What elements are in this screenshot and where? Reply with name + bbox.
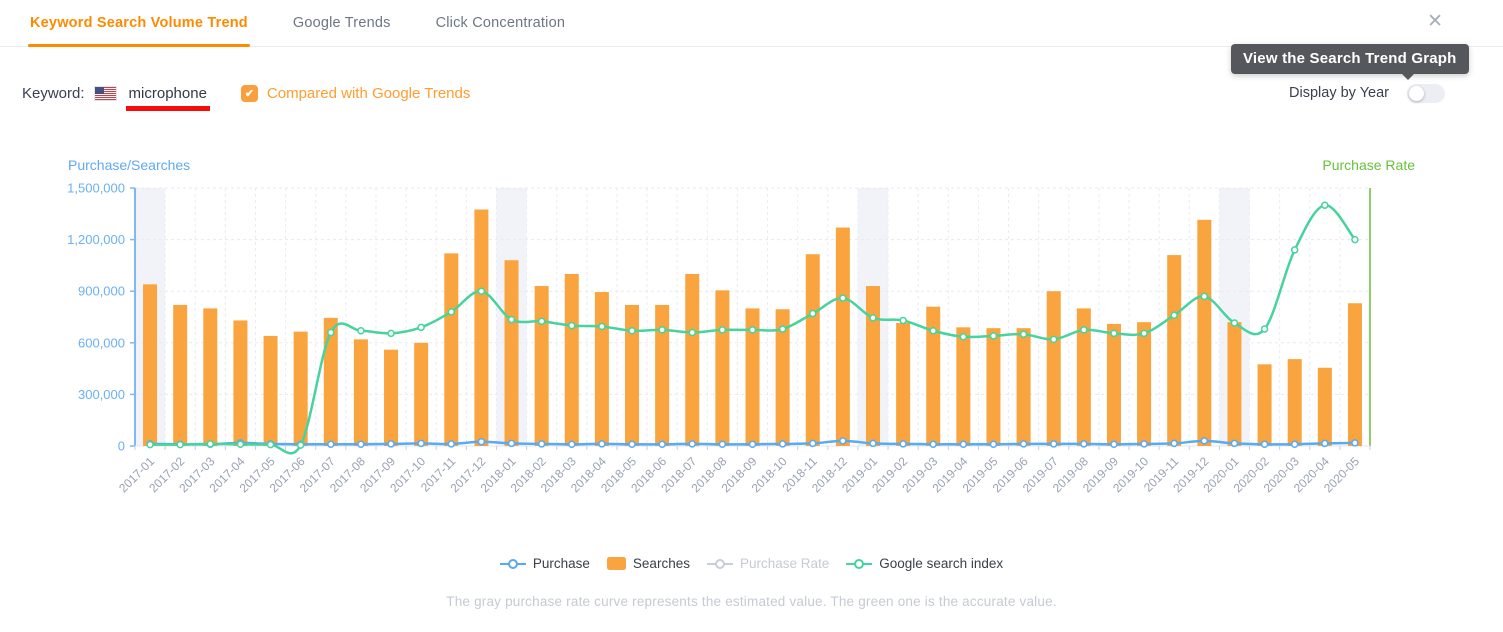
purchase-line-icon bbox=[499, 558, 526, 569]
searches-bar[interactable] bbox=[625, 304, 640, 446]
keyword-label: Keyword: bbox=[22, 84, 85, 102]
google-search-index-line-icon bbox=[846, 558, 873, 569]
compare-checkbox-label[interactable]: Compared with Google Trends bbox=[266, 84, 471, 102]
tab-bar: Keyword Search Volume Trend Google Trend… bbox=[0, 0, 1503, 47]
searches-bar[interactable] bbox=[444, 253, 459, 446]
searches-bar[interactable] bbox=[805, 254, 820, 446]
searches-bar[interactable] bbox=[1046, 291, 1061, 446]
legend-item-purchase-rate[interactable]: Purchase Rate bbox=[706, 556, 830, 571]
searches-bar[interactable] bbox=[685, 274, 700, 446]
chart-legend: Purchase Searches Purchase Rate Google s… bbox=[0, 556, 1503, 571]
tab-label: Keyword Search Volume Trend bbox=[30, 15, 248, 31]
searches-bar[interactable] bbox=[173, 304, 188, 446]
searches-bar[interactable] bbox=[655, 304, 670, 446]
searches-bar[interactable] bbox=[474, 209, 489, 447]
searches-bar[interactable] bbox=[986, 328, 1001, 446]
searches-bar[interactable] bbox=[1317, 367, 1332, 446]
display-by-year-toggle[interactable] bbox=[1407, 83, 1445, 103]
searches-bar[interactable] bbox=[323, 317, 338, 446]
display-by-year-label: Display by Year bbox=[1289, 85, 1389, 101]
legend-item-google-search-index[interactable]: Google search index bbox=[846, 556, 1003, 571]
searches-bar[interactable] bbox=[865, 286, 880, 446]
searches-bar[interactable] bbox=[594, 292, 609, 446]
searches-bar[interactable] bbox=[1257, 364, 1272, 446]
searches-bar[interactable] bbox=[926, 306, 941, 446]
searches-bar[interactable] bbox=[233, 320, 248, 446]
legend-item-searches[interactable]: Searches bbox=[606, 556, 690, 571]
searches-bar[interactable] bbox=[956, 327, 971, 446]
legend-label: Searches bbox=[632, 556, 690, 571]
searches-bar[interactable] bbox=[203, 308, 218, 446]
searches-bar[interactable] bbox=[564, 274, 579, 446]
searches-bar[interactable] bbox=[1106, 323, 1121, 446]
searches-bar[interactable] bbox=[896, 323, 911, 446]
purchase-rate-footnote: The gray purchase rate curve represents … bbox=[446, 594, 1057, 609]
tab-click-concentration[interactable]: Click Concentration bbox=[436, 0, 566, 46]
searches-bar[interactable] bbox=[715, 290, 730, 446]
searches-bar[interactable] bbox=[1227, 322, 1242, 446]
tab-label: Google Trends bbox=[292, 15, 391, 31]
svg-text:900,000: 900,000 bbox=[78, 284, 125, 299]
searches-bar[interactable] bbox=[534, 286, 549, 446]
display-by-year-control: Display by Year bbox=[1289, 76, 1445, 110]
searches-bar[interactable] bbox=[1287, 359, 1302, 446]
searches-bar[interactable] bbox=[1016, 328, 1031, 446]
searches-bar[interactable] bbox=[1197, 219, 1212, 446]
legend-label: Google search index bbox=[879, 556, 1004, 571]
svg-text:Purchase Rate: Purchase Rate bbox=[1322, 157, 1415, 173]
searches-bar[interactable] bbox=[775, 309, 790, 446]
searches-bar[interactable] bbox=[263, 335, 278, 446]
svg-text:Purchase/Searches: Purchase/Searches bbox=[68, 157, 190, 173]
searches-bar[interactable] bbox=[835, 227, 850, 446]
searches-bar[interactable] bbox=[1076, 308, 1091, 446]
controls-row: Keyword: microphone ✔ Compared with Goog… bbox=[22, 76, 1481, 111]
tab-keyword-search-volume-trend[interactable]: Keyword Search Volume Trend bbox=[28, 0, 250, 47]
searches-bar[interactable] bbox=[414, 342, 429, 446]
svg-text:1,500,000: 1,500,000 bbox=[67, 181, 125, 196]
svg-text:300,000: 300,000 bbox=[78, 387, 125, 402]
legend-item-purchase[interactable]: Purchase bbox=[499, 556, 590, 571]
searches-bar[interactable] bbox=[1137, 322, 1152, 446]
searches-bar[interactable] bbox=[384, 349, 399, 446]
searches-bar-icon bbox=[606, 557, 626, 570]
compare-checkbox[interactable]: ✔ bbox=[240, 84, 258, 102]
searches-bar[interactable] bbox=[293, 331, 308, 446]
tab-label: Click Concentration bbox=[435, 15, 566, 31]
us-flag-icon bbox=[94, 86, 116, 100]
toggle-knob bbox=[1409, 85, 1424, 101]
svg-text:1,200,000: 1,200,000 bbox=[67, 232, 125, 247]
searches-bar[interactable] bbox=[143, 284, 158, 446]
toggle-tooltip: View the Search Trend Graph bbox=[1231, 44, 1469, 80]
tab-google-trends[interactable]: Google Trends bbox=[293, 0, 391, 46]
searches-bar[interactable] bbox=[1347, 303, 1362, 446]
searches-bar[interactable] bbox=[504, 260, 519, 446]
keyword-value: microphone bbox=[125, 84, 211, 111]
close-icon[interactable]: ✕ bbox=[1427, 11, 1443, 32]
searches-bar[interactable] bbox=[1167, 255, 1182, 446]
legend-label: Purchase Rate bbox=[739, 556, 830, 571]
svg-text:0: 0 bbox=[118, 439, 125, 454]
svg-text:600,000: 600,000 bbox=[78, 335, 125, 350]
searches-bar[interactable] bbox=[745, 308, 760, 446]
legend-label: Purchase bbox=[532, 556, 590, 571]
trend-chart-svg[interactable]: Purchase/Searches Purchase Rate 0 300,000 60… bbox=[0, 140, 1503, 540]
trend-chart[interactable]: Purchase/Searches Purchase Rate 0 300,000 60… bbox=[0, 140, 1503, 540]
purchase-rate-line-icon bbox=[706, 558, 733, 569]
searches-bar[interactable] bbox=[353, 339, 368, 446]
